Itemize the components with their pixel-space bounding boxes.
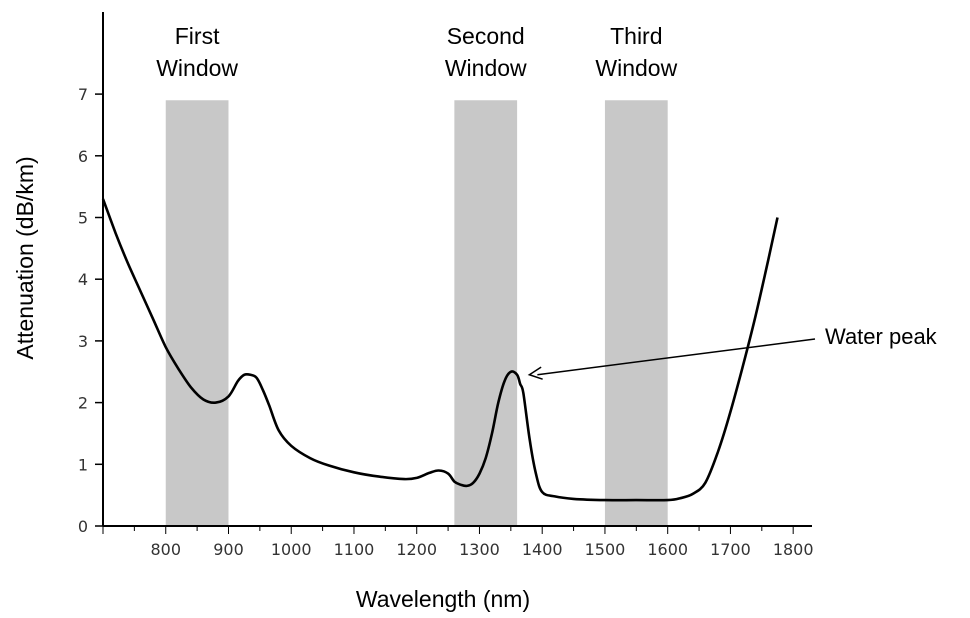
- labels-layer: First Window Second Window Third Window Water …: [156, 23, 938, 380]
- y-axis-title: Attenuation (dB/km): [12, 156, 38, 359]
- window-label-1-line-2: Window: [156, 55, 238, 81]
- x-tick-label-1400: 1400: [522, 540, 563, 559]
- window-band-3: [604, 100, 668, 527]
- axes-layer: [102, 12, 812, 527]
- window-band-1: [165, 100, 229, 527]
- y-tick-label-6: 6: [78, 147, 88, 166]
- windows-layer: [165, 100, 668, 527]
- x-tick-label-1700: 1700: [710, 540, 751, 559]
- window-label-1-line-1: First: [175, 23, 220, 49]
- x-tick-label-1500: 1500: [585, 540, 626, 559]
- y-tick-label-0: 0: [78, 517, 88, 536]
- x-tick-label-900: 900: [213, 540, 244, 559]
- y-tick-label-4: 4: [78, 270, 88, 289]
- x-tick-label-1000: 1000: [271, 540, 312, 559]
- x-tick-label-1300: 1300: [459, 540, 500, 559]
- annotation-arrow-head-1: [527, 366, 543, 380]
- attenuation-curve-1: [101, 198, 779, 502]
- x-tick-label-800: 800: [150, 540, 181, 559]
- window-band-2: [454, 100, 518, 527]
- x-tick-label-1200: 1200: [396, 540, 437, 559]
- x-tick-label-1600: 1600: [647, 540, 688, 559]
- window-label-2-line-1: Second: [447, 23, 525, 49]
- y-tick-label-5: 5: [78, 209, 88, 228]
- x-tick-label-1100: 1100: [334, 540, 375, 559]
- y-tick-label-7: 7: [78, 85, 88, 104]
- ticks-layer: 0 1 2 3 4 5 6 7 800 900 1000 1100 1200 1300 1400 1500 16…: [78, 85, 814, 559]
- series-layer: [101, 198, 779, 502]
- x-tick-label-1800: 1800: [773, 540, 814, 559]
- window-label-2-line-2: Window: [445, 55, 527, 81]
- window-label-3-line-2: Window: [595, 55, 677, 81]
- water-peak-label: Water peak: [825, 324, 938, 349]
- window-label-3-line-1: Third: [610, 23, 662, 49]
- x-axis-title: Wavelength (nm): [356, 586, 530, 612]
- annotation-arrow-line-1: [537, 338, 816, 376]
- y-tick-label-3: 3: [78, 332, 88, 351]
- y-tick-label-2: 2: [78, 394, 88, 413]
- y-tick-label-1: 1: [78, 455, 88, 474]
